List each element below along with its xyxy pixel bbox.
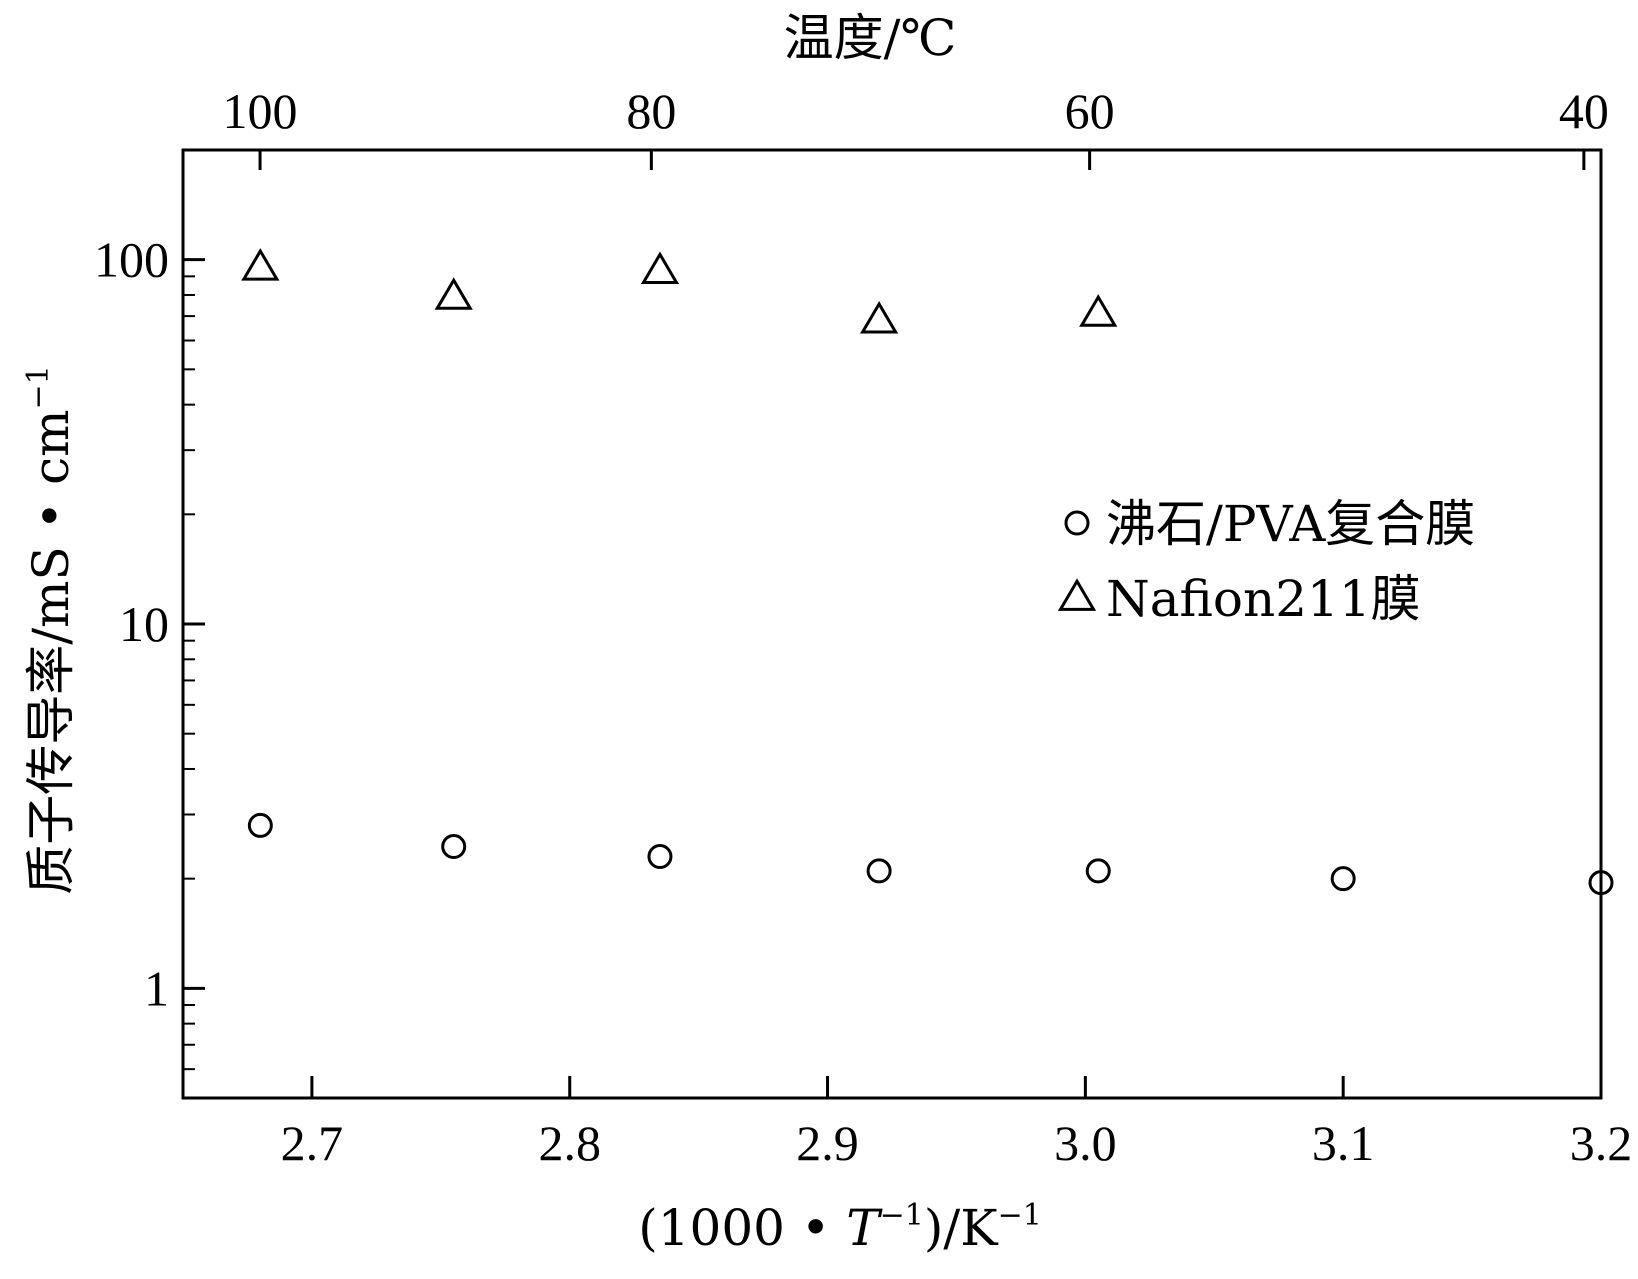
top-tick-label: 100 xyxy=(223,83,298,139)
marks-group xyxy=(241,248,1614,896)
x-axis-title-sup2: −1 xyxy=(998,1198,1042,1233)
x-axis-title-pre: (1000 • xyxy=(638,1199,846,1257)
top-tick-label: 80 xyxy=(626,83,676,139)
x-axis-title: (1000 • T−1)/K−1 xyxy=(638,1198,1042,1257)
data-point-circle xyxy=(1085,858,1111,884)
data-point-circle xyxy=(647,844,673,870)
y-tick-label: 10 xyxy=(119,596,169,652)
legend-item-nafion: Nafion211膜 xyxy=(1057,570,1421,628)
x-tick-label: 3.2 xyxy=(1570,1115,1633,1171)
x-tick-label: 2.7 xyxy=(281,1115,344,1171)
top-axis-title: 温度/℃ xyxy=(784,9,957,67)
y-axis-title-main: 质子传导率/mS • cm xyxy=(22,410,80,895)
y-axis-title-sup: −1 xyxy=(21,365,56,409)
x-tick-label: 2.9 xyxy=(796,1115,859,1171)
y-tick-label: 1 xyxy=(144,960,169,1016)
data-point-circle xyxy=(1588,870,1614,896)
data-point-triangle xyxy=(1079,294,1118,327)
legend-circle-marker xyxy=(1064,510,1090,536)
top-tick-label: 40 xyxy=(1559,83,1609,139)
legend-label-zeolite: 沸石/PVA复合膜 xyxy=(1106,495,1475,553)
x-axis-title-mid: )/K xyxy=(924,1199,999,1257)
data-point-triangle xyxy=(640,251,680,284)
ticks-group: 2.7 2.8 2.9 3.0 3.1 3.2 1 10 100 100 80 60 40 xyxy=(94,83,1632,1171)
legend-triangle-marker xyxy=(1057,578,1097,611)
data-point-circle xyxy=(1330,866,1356,892)
legend-item-zeolite: 沸石/PVA复合膜 xyxy=(1064,495,1475,553)
data-point-circle xyxy=(866,858,892,884)
legend-label-nafion: Nafion211膜 xyxy=(1106,570,1421,628)
top-tick-label: 60 xyxy=(1065,83,1115,139)
data-point-circle xyxy=(247,812,273,838)
y-tick-label: 100 xyxy=(94,232,169,288)
x-tick-label: 3.1 xyxy=(1312,1115,1375,1171)
x-axis-title-sup1: −1 xyxy=(880,1198,924,1233)
data-point-circle xyxy=(441,834,467,860)
x-tick-label: 2.8 xyxy=(538,1115,601,1171)
x-tick-label: 3.0 xyxy=(1054,1115,1117,1171)
x-axis-title-var: T xyxy=(846,1199,883,1257)
data-point-triangle xyxy=(859,300,899,334)
legend: 沸石/PVA复合膜 Nafion211膜 xyxy=(1057,495,1475,628)
y-axis-title: 质子传导率/mS • cm−1 xyxy=(21,365,80,894)
data-point-triangle xyxy=(241,248,280,281)
data-point-triangle xyxy=(434,277,473,310)
